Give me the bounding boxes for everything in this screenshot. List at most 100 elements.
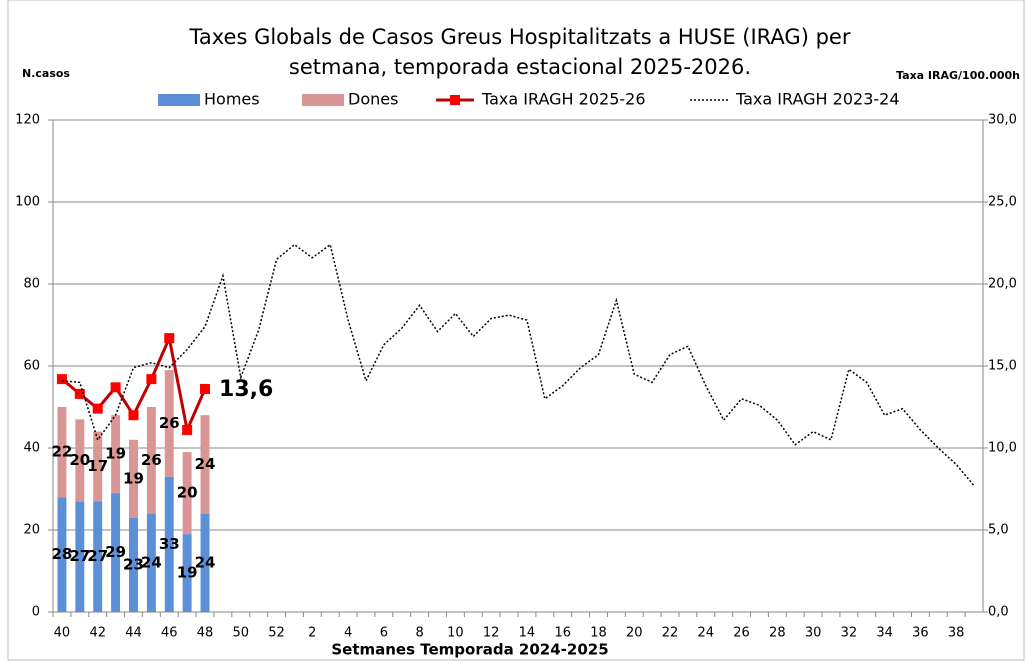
- data-label: 19: [123, 469, 144, 487]
- x-tick-label: 46: [161, 626, 178, 641]
- data-label: 33: [159, 535, 180, 553]
- x-tick-label: 6: [380, 626, 388, 641]
- data-label: 22: [52, 443, 73, 461]
- line: [61, 243, 975, 487]
- marker: [128, 410, 139, 421]
- bar: [200, 513, 210, 612]
- x-tick-label: 28: [769, 626, 786, 641]
- x-tick-label: 16: [554, 626, 571, 641]
- data-label: 20: [69, 451, 90, 469]
- x-tick-label: 34: [876, 626, 893, 641]
- y2-tick-label: 0,0: [988, 605, 1009, 620]
- x-tick-label: 42: [89, 626, 106, 641]
- legend-label: Dones: [348, 90, 398, 109]
- y-tick-label: 20: [23, 523, 40, 538]
- data-label: 13,6: [219, 377, 273, 402]
- data-label: 20: [177, 484, 198, 502]
- bar: [182, 452, 192, 535]
- y2-tick-label: 15,0: [988, 359, 1017, 374]
- x-tick-label: 24: [698, 626, 715, 641]
- x-tick-label: 2: [308, 626, 316, 641]
- marker: [146, 374, 157, 385]
- bar: [75, 501, 85, 612]
- x-tick-label: 32: [841, 626, 858, 641]
- data-label: 27: [69, 547, 90, 565]
- x-axis-label: Setmanes Temporada 2024-2025: [331, 641, 608, 659]
- y-tick-label: 40: [23, 441, 40, 456]
- x-tick-label: 44: [125, 626, 142, 641]
- data-label: 19: [105, 445, 126, 463]
- y-tick-label: 60: [23, 359, 40, 374]
- data-label: 24: [141, 553, 162, 571]
- y-tick-label: 120: [15, 113, 40, 128]
- x-tick-label: 22: [662, 626, 679, 641]
- legend-marker: [450, 95, 460, 105]
- bar: [93, 431, 103, 502]
- chart-frame: [7, 0, 1025, 661]
- x-tick-label: 30: [805, 626, 822, 641]
- data-label: 26: [141, 451, 162, 469]
- legend-label: Taxa IRAGH 2023-24: [735, 90, 900, 109]
- x-tick-label: 18: [590, 626, 607, 641]
- marker: [200, 383, 211, 394]
- data-label: 28: [52, 545, 73, 563]
- legend-label: Taxa IRAGH 2025-26: [481, 90, 646, 109]
- legend-label: Homes: [204, 90, 260, 109]
- bar: [111, 415, 121, 494]
- bar: [129, 517, 138, 612]
- y2-tick-label: 5,0: [988, 523, 1009, 538]
- bar: [129, 439, 138, 518]
- y2-tick-label: 30,0: [988, 113, 1017, 128]
- y2-tick-label: 25,0: [988, 195, 1017, 210]
- bar: [93, 501, 103, 612]
- x-tick-label: 4: [344, 626, 352, 641]
- legend-swatch: [302, 94, 344, 106]
- data-label: 29: [105, 543, 126, 561]
- y2-tick-label: 10,0: [988, 441, 1017, 456]
- marker: [182, 424, 193, 435]
- x-tick-label: 12: [483, 626, 500, 641]
- bar: [164, 370, 174, 477]
- bar: [182, 534, 192, 612]
- x-tick-label: 40: [54, 626, 71, 641]
- bar: [111, 493, 121, 612]
- bar: [200, 415, 210, 514]
- data-label: 17: [87, 457, 108, 475]
- bar: [146, 513, 156, 612]
- chart-title: Taxes Globals de Casos Greus Hospitalitz…: [189, 25, 851, 49]
- marker: [92, 403, 103, 414]
- data-label: 24: [195, 553, 216, 571]
- y-tick-label: 80: [23, 277, 40, 292]
- x-tick-label: 10: [447, 626, 464, 641]
- bar: [146, 407, 156, 514]
- data-label: 19: [177, 564, 198, 582]
- x-tick-label: 38: [948, 626, 965, 641]
- legend-swatch: [158, 94, 200, 106]
- x-tick-label: 36: [912, 626, 929, 641]
- bar: [75, 419, 85, 502]
- chart-title: setmana, temporada estacional 2025-2026.: [289, 55, 751, 79]
- y2-axis-label: Taxa IRAG/100.000h: [896, 69, 1020, 82]
- x-tick-label: 48: [197, 626, 214, 641]
- x-tick-label: 14: [519, 626, 536, 641]
- x-tick-label: 20: [626, 626, 643, 641]
- bar: [164, 476, 174, 612]
- marker: [110, 382, 121, 393]
- data-label: 27: [87, 547, 108, 565]
- marker: [164, 333, 175, 344]
- y-tick-label: 0: [32, 605, 40, 620]
- bar: [57, 407, 67, 498]
- bar: [57, 497, 67, 612]
- x-tick-label: 26: [733, 626, 750, 641]
- marker: [74, 388, 85, 399]
- data-label: 24: [195, 455, 216, 473]
- data-label: 26: [159, 414, 180, 432]
- x-tick-label: 50: [233, 626, 250, 641]
- data-label: 23: [123, 555, 144, 573]
- x-tick-label: 8: [415, 626, 423, 641]
- y-tick-label: 100: [15, 195, 40, 210]
- x-tick-label: 52: [268, 626, 285, 641]
- y-axis-label: N.casos: [22, 67, 70, 80]
- y2-tick-label: 20,0: [988, 277, 1017, 292]
